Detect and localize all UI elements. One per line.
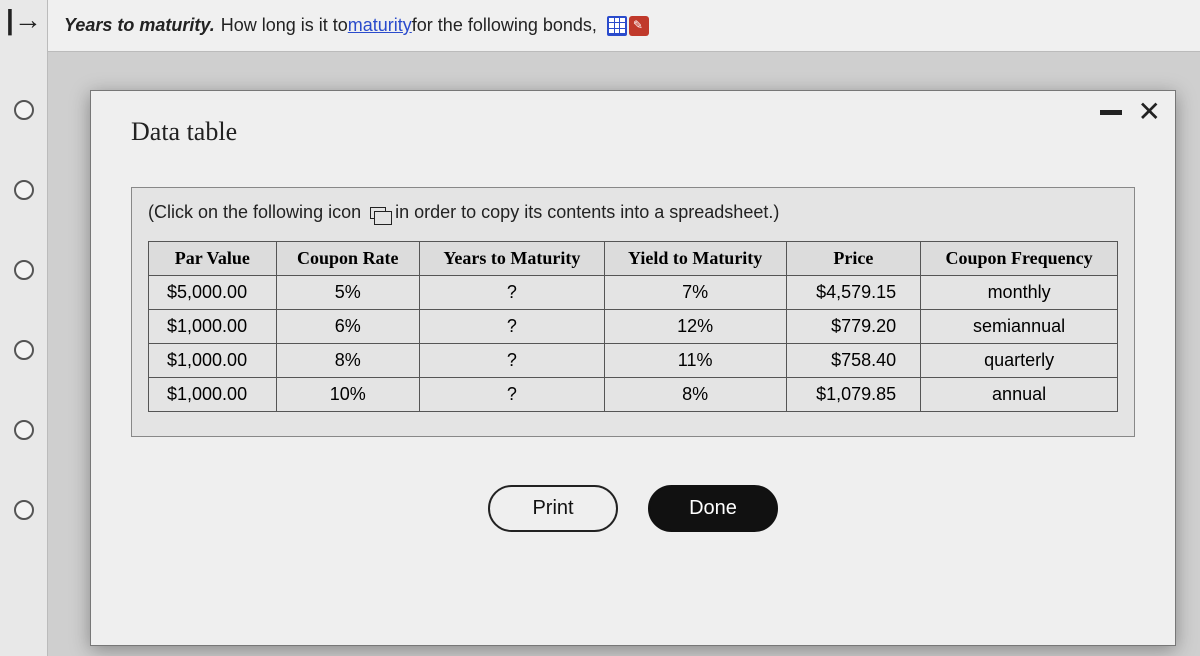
question-text-a: How long is it to <box>221 15 348 36</box>
table-row: $1,000.00 6% ? 12% $779.20 semiannual <box>149 310 1118 344</box>
radio-option[interactable] <box>14 340 34 360</box>
cell: ? <box>419 344 604 378</box>
instruction-a: (Click on the following icon <box>148 202 366 222</box>
cell: $758.40 <box>786 344 921 378</box>
bond-data-table: Par Value Coupon Rate Years to Maturity … <box>148 241 1118 412</box>
modal-controls: ✕ <box>1100 101 1161 123</box>
edit-icon <box>629 16 649 36</box>
grid-icon <box>607 16 627 36</box>
question-text-b: for the following bonds, <box>412 15 597 36</box>
radio-column <box>14 100 34 520</box>
cell: ? <box>419 310 604 344</box>
radio-option[interactable] <box>14 500 34 520</box>
close-button[interactable]: ✕ <box>1138 101 1161 123</box>
cell: quarterly <box>921 344 1118 378</box>
done-button[interactable]: Done <box>648 485 778 532</box>
question-bar: Years to maturity. How long is it to mat… <box>48 0 1200 52</box>
table-body: $5,000.00 5% ? 7% $4,579.15 monthly $1,0… <box>149 276 1118 412</box>
col-price: Price <box>786 242 921 276</box>
minimize-button[interactable] <box>1100 110 1122 115</box>
instruction-box: (Click on the following icon in order to… <box>131 187 1135 437</box>
instruction-text: (Click on the following icon in order to… <box>148 202 1118 223</box>
table-row: $1,000.00 8% ? 11% $758.40 quarterly <box>149 344 1118 378</box>
cell: $1,000.00 <box>149 310 277 344</box>
col-yield-maturity: Yield to Maturity <box>604 242 786 276</box>
data-table-launch-icon[interactable] <box>607 16 649 36</box>
cell: $1,079.85 <box>786 378 921 412</box>
radio-option[interactable] <box>14 420 34 440</box>
table-row: $5,000.00 5% ? 7% $4,579.15 monthly <box>149 276 1118 310</box>
data-table-modal: ✕ Data table (Click on the following ico… <box>90 90 1176 646</box>
cell: $5,000.00 <box>149 276 277 310</box>
left-rail: |→ <box>0 0 48 656</box>
cell: ? <box>419 276 604 310</box>
cell: semiannual <box>921 310 1118 344</box>
col-years-maturity: Years to Maturity <box>419 242 604 276</box>
radio-option[interactable] <box>14 180 34 200</box>
question-prefix: Years to maturity. <box>64 15 215 36</box>
cell: 10% <box>276 378 419 412</box>
cell: monthly <box>921 276 1118 310</box>
cell: $779.20 <box>786 310 921 344</box>
cell: annual <box>921 378 1118 412</box>
copy-to-spreadsheet-icon[interactable] <box>370 207 386 219</box>
cell: 11% <box>604 344 786 378</box>
modal-title: Data table <box>131 117 1135 147</box>
cell: $1,000.00 <box>149 378 277 412</box>
cell: 6% <box>276 310 419 344</box>
table-row: $1,000.00 10% ? 8% $1,079.85 annual <box>149 378 1118 412</box>
col-coupon-frequency: Coupon Frequency <box>921 242 1118 276</box>
cell: 8% <box>276 344 419 378</box>
cell: 8% <box>604 378 786 412</box>
button-row: Print Done <box>131 485 1135 532</box>
radio-option[interactable] <box>14 260 34 280</box>
nav-arrow-icon[interactable]: |→ <box>6 4 42 36</box>
col-par-value: Par Value <box>149 242 277 276</box>
maturity-link[interactable]: maturity <box>348 15 412 36</box>
cell: 12% <box>604 310 786 344</box>
cell: 7% <box>604 276 786 310</box>
col-coupon-rate: Coupon Rate <box>276 242 419 276</box>
print-button[interactable]: Print <box>488 485 618 532</box>
instruction-b: in order to copy its contents into a spr… <box>395 202 779 222</box>
cell: 5% <box>276 276 419 310</box>
cell: $4,579.15 <box>786 276 921 310</box>
table-header-row: Par Value Coupon Rate Years to Maturity … <box>149 242 1118 276</box>
cell: $1,000.00 <box>149 344 277 378</box>
cell: ? <box>419 378 604 412</box>
radio-option[interactable] <box>14 100 34 120</box>
